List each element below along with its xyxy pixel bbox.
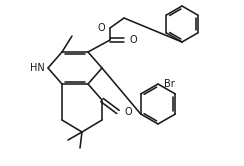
Text: O: O (124, 107, 132, 117)
Text: Br: Br (164, 79, 175, 89)
Text: O: O (130, 35, 138, 45)
Text: HN: HN (30, 63, 45, 73)
Text: O: O (97, 23, 105, 33)
